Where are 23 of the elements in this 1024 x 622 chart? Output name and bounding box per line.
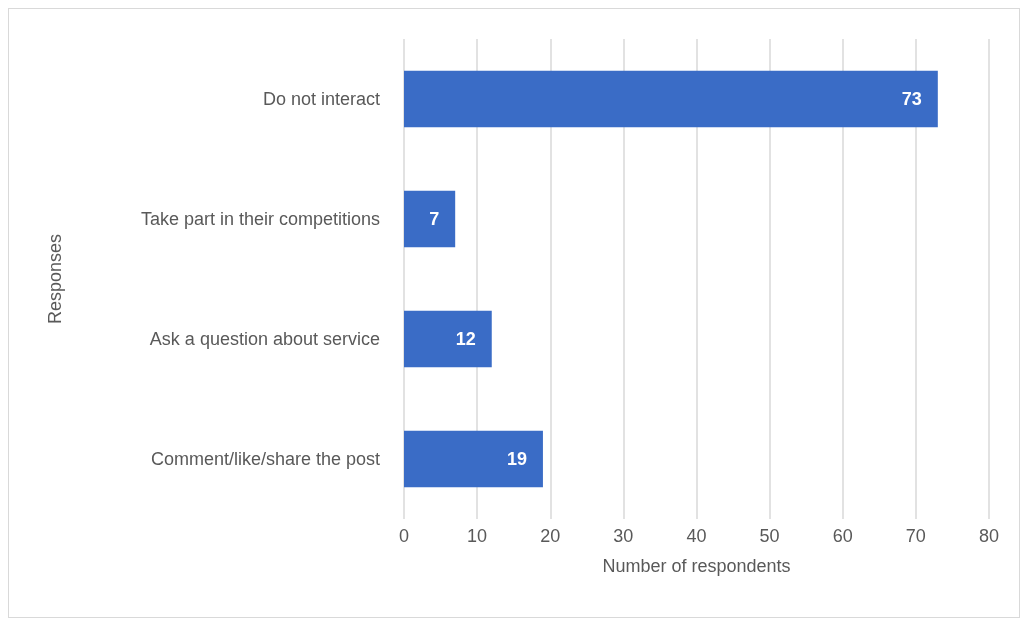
- data-label: 7: [429, 209, 440, 229]
- x-tick-label: 70: [905, 526, 926, 546]
- bar: [404, 430, 543, 488]
- x-tick-label: 80: [978, 526, 1000, 546]
- x-tick-label: 20: [540, 526, 561, 546]
- bar: [404, 70, 938, 128]
- x-tick-label: 0: [398, 526, 410, 546]
- bar: [404, 310, 492, 368]
- data-label: 73: [901, 89, 922, 109]
- x-tick-label: 10: [467, 526, 488, 546]
- x-tick-label: 50: [759, 526, 780, 546]
- y-tick-label: Take part in their competitions: [140, 209, 380, 229]
- x-axis-title: Number of respondents: [602, 556, 791, 576]
- y-tick-label: Comment/like/share the post: [150, 449, 380, 469]
- data-label: 12: [455, 329, 476, 349]
- data-label: 19: [506, 449, 527, 469]
- y-tick-label: Ask a question about service: [149, 329, 380, 349]
- x-tick-label: 30: [613, 526, 634, 546]
- y-tick-label: Do not interact: [262, 89, 380, 109]
- x-tick-label: 40: [686, 526, 707, 546]
- bar: [404, 190, 456, 248]
- x-tick-label: 60: [832, 526, 853, 546]
- y-axis-title: Responses: [45, 233, 65, 325]
